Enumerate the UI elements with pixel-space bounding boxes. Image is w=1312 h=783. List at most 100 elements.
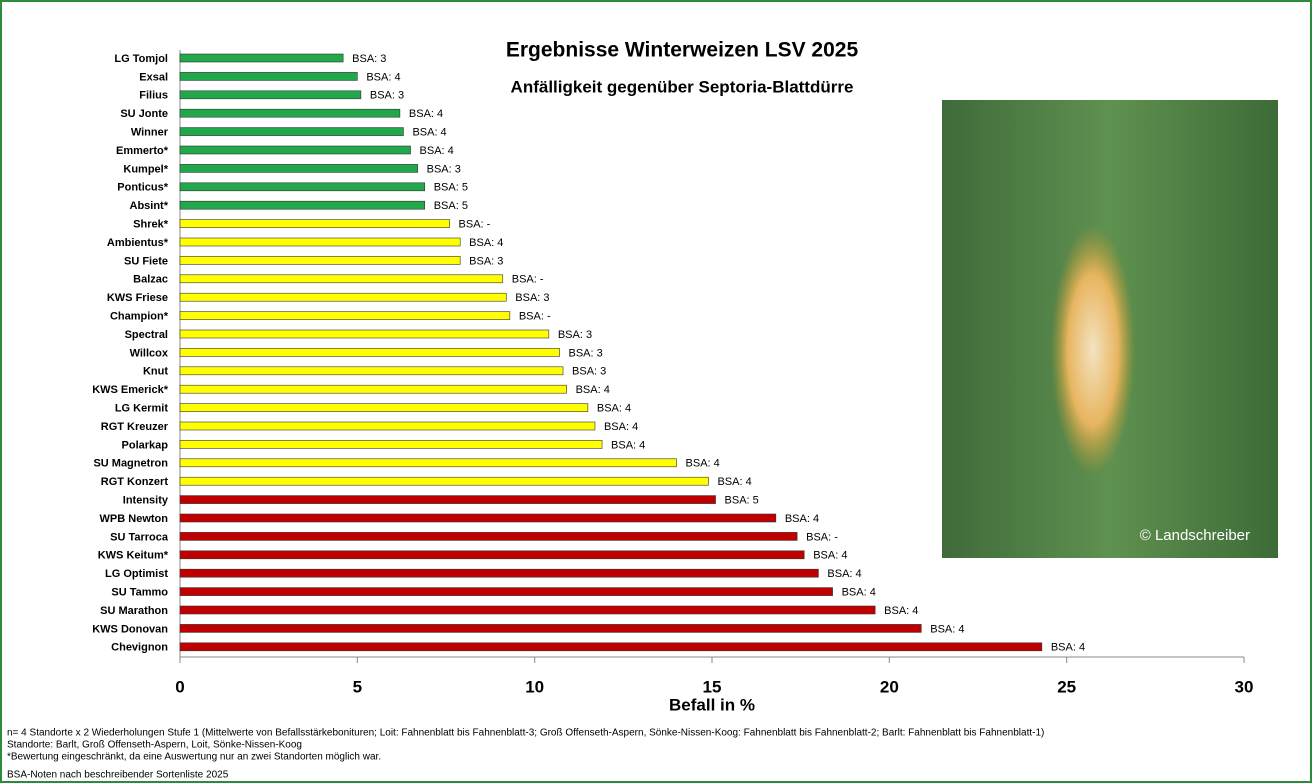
- bar-annotation: BSA: 3: [568, 347, 602, 359]
- y-tick-label: RGT Konzert: [101, 476, 169, 488]
- y-tick-label: SU Tarroca: [110, 531, 169, 543]
- x-axis-title: Befall in %: [669, 695, 755, 714]
- bar-annotation: BSA: 3: [469, 255, 503, 267]
- bar-annotation: BSA: -: [459, 219, 491, 231]
- bar-annotation: BSA: 4: [884, 605, 918, 617]
- bar: [180, 183, 425, 191]
- bar-annotation: BSA: 3: [427, 163, 461, 175]
- y-tick-label: LG Tomjol: [114, 53, 168, 65]
- bar: [180, 293, 506, 301]
- bar: [180, 514, 776, 522]
- bar-annotation: BSA: 4: [597, 403, 631, 415]
- bar: [180, 404, 588, 412]
- x-tick-label: 20: [880, 677, 899, 696]
- bar-annotation: BSA: 4: [717, 476, 751, 488]
- y-tick-label: KWS Donovan: [92, 623, 168, 635]
- bar: [180, 54, 343, 62]
- bar: [180, 312, 510, 320]
- y-tick-label: Kumpel*: [123, 163, 168, 175]
- bar: [180, 496, 716, 504]
- y-tick-label: Knut: [143, 366, 168, 378]
- chart-title: Ergebnisse Winterweizen LSV 2025: [506, 39, 859, 62]
- bar-annotation: BSA: 3: [558, 329, 592, 341]
- bar: [180, 330, 549, 338]
- bar-annotation: BSA: 3: [572, 366, 606, 378]
- y-tick-label: SU Tammo: [111, 587, 168, 599]
- bar-annotation: BSA: 3: [352, 53, 386, 65]
- bar: [180, 238, 460, 246]
- x-tick-label: 0: [175, 677, 184, 696]
- bar-annotation: BSA: 4: [813, 550, 847, 562]
- y-tick-label: Ambientus*: [107, 237, 169, 249]
- y-tick-label: Willcox: [130, 347, 169, 359]
- bar: [180, 385, 567, 393]
- bar: [180, 201, 425, 209]
- y-tick-label: SU Marathon: [100, 605, 168, 617]
- bar: [180, 348, 559, 356]
- y-tick-label: Filius: [139, 90, 168, 102]
- y-tick-label: Ponticus*: [117, 182, 168, 194]
- y-tick-label: Exsal: [139, 71, 168, 83]
- bar: [180, 275, 503, 283]
- chart: Ergebnisse Winterweizen LSV 2025 Anfälli…: [0, 0, 1312, 783]
- bar-annotation: BSA: 4: [686, 458, 720, 470]
- bar-annotation: BSA: 4: [827, 568, 861, 580]
- y-tick-label: Winner: [131, 127, 169, 139]
- bar: [180, 606, 875, 614]
- bar: [180, 367, 563, 375]
- bar-annotation: BSA: 4: [611, 439, 645, 451]
- chart-subtitle: Anfälligkeit gegenüber Septoria-Blattdür…: [511, 77, 854, 96]
- y-tick-label: Shrek*: [133, 219, 169, 231]
- bar-annotation: BSA: 4: [842, 587, 876, 599]
- bar: [180, 220, 450, 228]
- bar-annotation: BSA: 4: [576, 384, 610, 396]
- bar-annotation: BSA: 5: [434, 182, 468, 194]
- y-tick-label: Absint*: [130, 200, 169, 212]
- bar-annotation: BSA: 4: [785, 513, 819, 525]
- bar-annotation: BSA: 4: [409, 108, 443, 120]
- bar: [180, 532, 797, 540]
- y-tick-label: Balzac: [133, 274, 168, 286]
- bar: [180, 569, 818, 577]
- bar: [180, 422, 595, 430]
- bar: [180, 256, 460, 264]
- bar: [180, 440, 602, 448]
- y-tick-label: SU Fiete: [124, 255, 168, 267]
- bar: [180, 72, 357, 80]
- y-tick-label: KWS Keitum*: [98, 550, 169, 562]
- bar-annotation: BSA: 5: [434, 200, 468, 212]
- bar-annotation: BSA: 4: [1051, 642, 1085, 654]
- bar-annotation: BSA: -: [512, 274, 544, 286]
- y-tick-label: KWS Emerick*: [92, 384, 169, 396]
- y-tick-label: LG Kermit: [115, 403, 169, 415]
- bar: [180, 643, 1042, 651]
- bar: [180, 551, 804, 559]
- x-tick-label: 15: [703, 677, 722, 696]
- y-tick-label: KWS Friese: [107, 292, 168, 304]
- bar-annotation: BSA: 3: [515, 292, 549, 304]
- photo-lesion: [1051, 225, 1135, 475]
- bar: [180, 459, 677, 467]
- y-tick-label: Emmerto*: [116, 145, 169, 157]
- footnote: *Bewertung eingeschränkt, da eine Auswer…: [7, 752, 381, 763]
- bar: [180, 91, 361, 99]
- footnote: BSA-Noten nach beschreibender Sortenlist…: [7, 770, 229, 781]
- bar: [180, 588, 833, 596]
- footnote: Standorte: Barlt, Groß Offenseth-Aspern,…: [7, 740, 302, 751]
- image-credit: © Landschreiber: [1140, 527, 1250, 544]
- bar-annotation: BSA: -: [519, 311, 551, 323]
- y-tick-label: Chevignon: [111, 642, 168, 654]
- bar: [180, 128, 403, 136]
- bar-annotation: BSA: 4: [366, 71, 400, 83]
- photo: © Landschreiber: [942, 100, 1278, 558]
- x-tick-label: 10: [525, 677, 544, 696]
- y-tick-label: Intensity: [123, 495, 169, 507]
- bar-annotation: BSA: 4: [420, 145, 454, 157]
- x-tick-label: 25: [1057, 677, 1076, 696]
- bar-annotation: BSA: 4: [604, 421, 638, 433]
- y-tick-label: LG Optimist: [105, 568, 168, 580]
- y-tick-label: SU Magnetron: [93, 458, 168, 470]
- bar-annotation: BSA: -: [806, 531, 838, 543]
- bar: [180, 477, 708, 485]
- x-tick-label: 5: [353, 677, 362, 696]
